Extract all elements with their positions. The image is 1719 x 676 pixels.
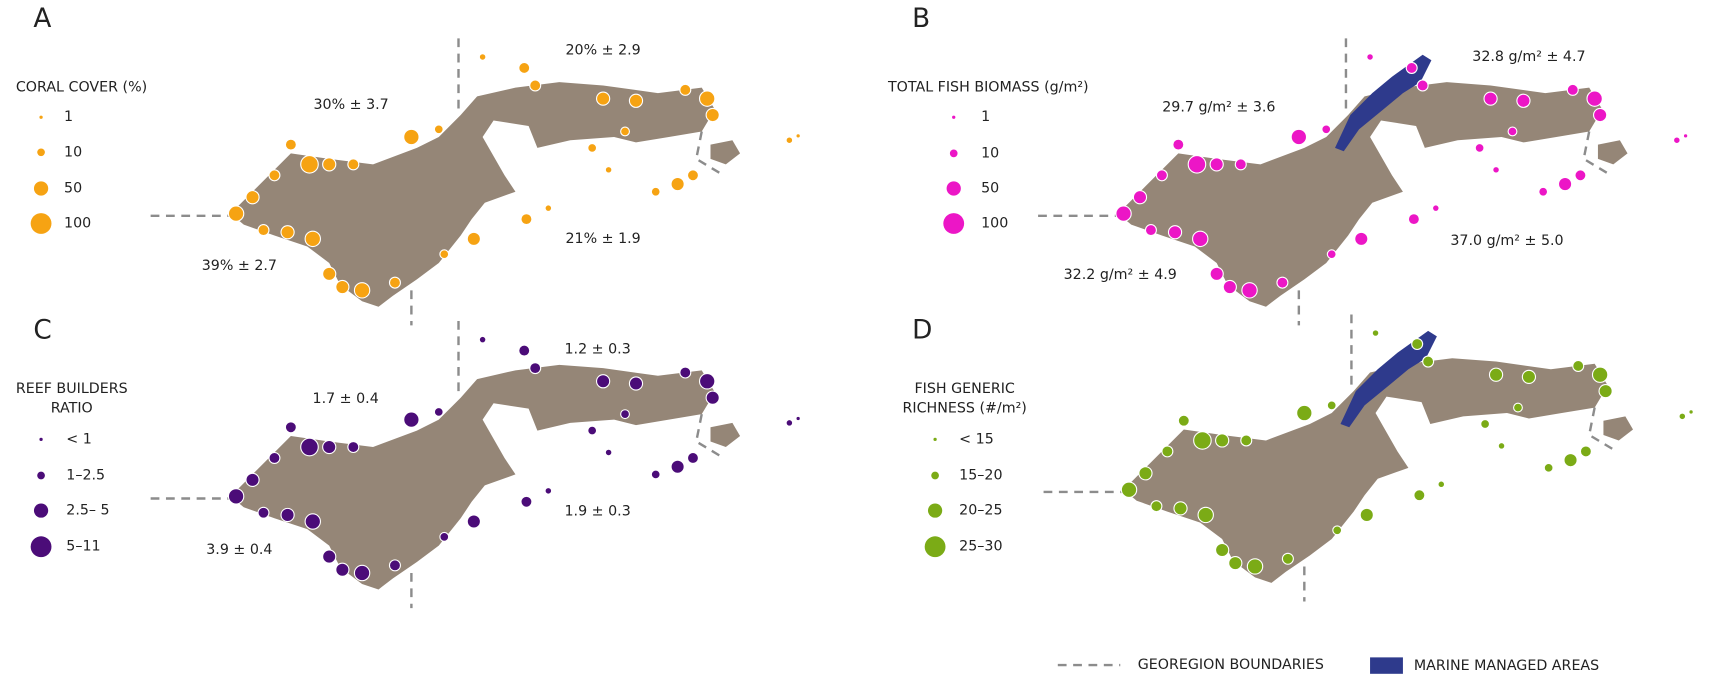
legend-swatch [30, 213, 52, 234]
legend-title: TOTAL FISH BIOMASS (g/m²) [887, 80, 1089, 96]
legend-label: 1 [981, 109, 990, 125]
region-stat: 1.9 ± 0.3 [565, 504, 631, 520]
legend-swatch [924, 536, 946, 558]
legend-swatch [33, 181, 49, 196]
legend-label: 50 [981, 180, 999, 196]
legend-title: FISH GENERIC [915, 381, 1015, 397]
legend-label: 25–30 [959, 539, 1002, 555]
legend-swatch [39, 115, 43, 119]
panel-letter: D [912, 315, 932, 345]
legend-swatch [952, 115, 956, 119]
panel-letter: A [33, 4, 51, 34]
legend-swatch [39, 437, 43, 441]
legend-swatch [927, 503, 943, 518]
island-map [149, 319, 742, 610]
region-stat: 20% ± 2.9 [565, 42, 640, 58]
island-map [149, 37, 742, 327]
legend-label: 15–20 [959, 468, 1002, 484]
legend-swatch [37, 148, 45, 157]
region-stat: 32.2 g/m² ± 4.9 [1064, 267, 1177, 283]
region-stat: 3.9 ± 0.4 [206, 542, 272, 558]
legend-title: RATIO [51, 401, 93, 417]
legend-label: < 1 [66, 431, 92, 447]
legend-swatch [33, 503, 49, 518]
region-stat: 21% ± 1.9 [565, 231, 640, 247]
legend-swatch [933, 437, 937, 441]
footer-label: GEOREGION BOUNDARIES [1138, 657, 1324, 673]
legend-swatch [931, 471, 939, 480]
region-stat: 30% ± 3.7 [313, 97, 388, 113]
legend-label: 50 [64, 180, 82, 196]
region-stat: 1.7 ± 0.4 [313, 391, 379, 407]
region-stat: 32.8 g/m² ± 4.7 [1472, 49, 1585, 65]
legend-label: 1 [64, 109, 73, 125]
legend-swatch [37, 471, 45, 480]
region-stat: 37.0 g/m² ± 5.0 [1450, 233, 1563, 249]
panel-letter: C [33, 315, 51, 345]
mma-key [1370, 657, 1403, 674]
legend-swatch [943, 213, 965, 234]
footer-label: MARINE MANAGED AREAS [1414, 658, 1599, 674]
legend-label: < 15 [959, 431, 994, 447]
region-stat: 39% ± 2.7 [202, 258, 277, 274]
panel-letter: B [912, 4, 930, 34]
legend-title: REEF BUILDERS [16, 381, 128, 397]
legend-label: 100 [981, 216, 1008, 232]
region-stat: 29.7 g/m² ± 3.6 [1162, 99, 1275, 115]
legend-title: CORAL COVER (%) [16, 80, 147, 96]
legend-label: 5–11 [66, 539, 100, 555]
legend-title: RICHNESS (#/m²) [902, 401, 1026, 417]
legend-label: 10 [981, 145, 999, 161]
legend-swatch [946, 181, 961, 196]
legend-label: 100 [64, 216, 91, 232]
region-stat: 1.2 ± 0.3 [565, 342, 631, 358]
island-map [1042, 313, 1635, 603]
legend-label: 1–2.5 [66, 468, 105, 484]
legend-label: 10 [64, 144, 82, 160]
legend-label: 20–25 [959, 503, 1002, 519]
legend-label: 2.5– 5 [66, 503, 109, 519]
legend-swatch [949, 149, 958, 158]
legend-swatch [30, 536, 52, 558]
